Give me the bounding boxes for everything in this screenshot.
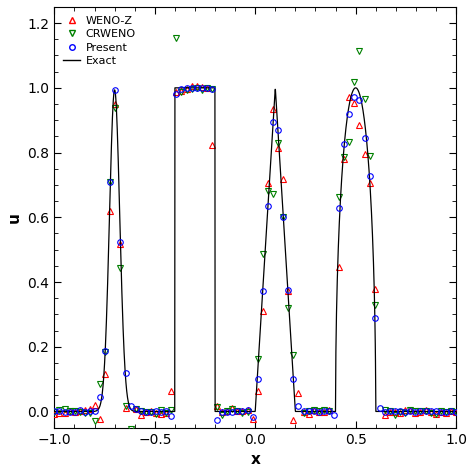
- Y-axis label: u: u: [7, 212, 22, 223]
- Legend: WENO-Z, CRWENO, Present, Exact: WENO-Z, CRWENO, Present, Exact: [60, 12, 139, 69]
- X-axis label: x: x: [250, 452, 260, 467]
